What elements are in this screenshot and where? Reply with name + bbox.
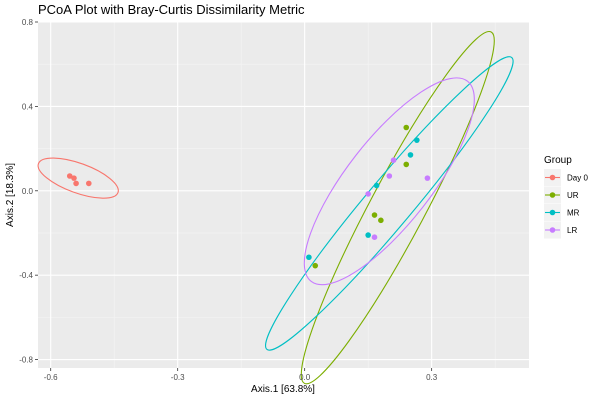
x-tick-label: 0.0	[299, 373, 311, 382]
point-mr	[414, 137, 420, 143]
confidence-ellipses	[37, 30, 514, 385]
y-tick-label: -0.4	[19, 271, 33, 280]
point-mr	[407, 152, 414, 158]
point-day-0	[71, 175, 77, 181]
legend-item: Day 0	[544, 169, 588, 186]
point-day-0	[73, 180, 79, 187]
point-mr	[365, 232, 371, 238]
y-axis-title: Axis.2 [18.3%]	[5, 163, 16, 227]
legend: Group Day 0 UR MR LR	[544, 155, 588, 239]
legend-key-point	[549, 209, 556, 216]
legend-label: Day 0	[567, 174, 588, 183]
legend-label: MR	[567, 209, 580, 218]
y-tick-label: 0.4	[22, 102, 34, 111]
point-day-0	[85, 180, 92, 187]
legend-label: LR	[567, 226, 577, 235]
chart-title: PCoA Plot with Bray-Curtis Dissimilarity…	[38, 2, 305, 17]
y-tick-label: -0.8	[19, 356, 33, 365]
x-tick-label: 0.3	[426, 373, 438, 382]
point-lr	[371, 234, 378, 240]
y-tick-label: 0.0	[22, 187, 34, 196]
legend-key-point	[549, 174, 556, 181]
point-ur	[403, 161, 410, 168]
ellipse-mr	[265, 56, 514, 351]
point-lr	[424, 175, 431, 181]
x-tick-label: -0.6	[44, 373, 58, 382]
plot-panel	[38, 22, 529, 368]
ellipse-lr	[303, 77, 475, 286]
grid-minor	[38, 22, 529, 368]
point-ur	[371, 212, 378, 218]
legend-item: MR	[544, 204, 580, 221]
y-axis-ticks: 0.8 0.4 0.0 -0.4 -0.8	[19, 18, 38, 365]
legend-title: Group	[544, 155, 572, 166]
point-ur	[378, 217, 384, 224]
point-ur	[312, 262, 319, 269]
x-axis-ticks: -0.6 -0.3 0.0 0.3	[44, 368, 438, 382]
grid-major	[38, 21, 529, 368]
point-mr	[373, 182, 380, 189]
legend-item: LR	[544, 221, 577, 239]
legend-key-point	[549, 227, 556, 233]
x-tick-label: -0.3	[171, 373, 185, 382]
legend-label: UR	[567, 191, 579, 200]
point-lr	[365, 191, 371, 197]
point-day-0	[66, 173, 73, 179]
y-tick-label: 0.8	[22, 18, 34, 27]
ellipse-day-0	[37, 157, 119, 199]
legend-item: UR	[544, 186, 579, 204]
data-points	[66, 124, 431, 269]
point-lr	[386, 173, 393, 179]
x-axis-title: Axis.1 [63.8%]	[251, 384, 315, 395]
ellipse-ur	[300, 30, 495, 385]
legend-key-point	[549, 192, 556, 198]
point-lr	[390, 157, 397, 163]
point-ur	[403, 124, 410, 131]
point-mr	[306, 254, 312, 261]
